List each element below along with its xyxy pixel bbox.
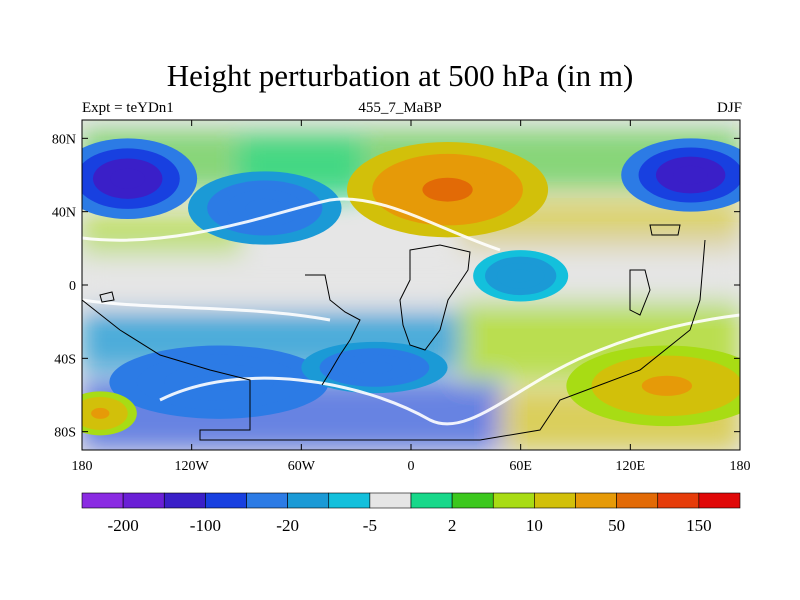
coast-south-america	[305, 274, 361, 386]
colorbar-box	[492, 492, 535, 509]
colorbar-box	[328, 492, 371, 509]
x-tick-label: 180	[72, 459, 93, 474]
axis-ticks: 180 120W 60W 0 60E 120E 180 80N 40N 0 40S 80S	[52, 120, 751, 474]
colorbar-label: -100	[190, 516, 221, 535]
colorbar-box	[122, 492, 165, 509]
y-tick-label: 80S	[54, 426, 76, 441]
colorbar-box	[287, 492, 330, 509]
anomaly-low-2	[621, 138, 740, 212]
x-tick-label: 120E	[616, 459, 646, 474]
coast-antarctica	[82, 239, 706, 441]
anomaly-contour	[110, 168, 146, 189]
experiment-label: Expt = teYDn1	[82, 100, 174, 116]
coastlines	[82, 224, 706, 441]
x-tick-label: 120W	[175, 459, 210, 474]
colorbar-box	[369, 492, 412, 509]
colorbar-box	[246, 492, 288, 509]
coast-africa	[399, 244, 471, 351]
x-tick-label: 0	[408, 459, 415, 474]
colorbar-box	[163, 492, 206, 509]
plot-title: Height perturbation at 500 hPa (in m)	[166, 58, 634, 93]
season-label: DJF	[716, 100, 742, 116]
colorbar-label: -20	[276, 516, 299, 535]
colorbar-box	[451, 492, 494, 509]
x-tick-label: 60W	[288, 459, 316, 474]
x-tick-label: 60E	[509, 459, 532, 474]
colorbar-box	[575, 492, 617, 509]
anomaly-contour	[356, 361, 393, 374]
colorbar-box	[616, 492, 659, 509]
coast-australia	[649, 224, 681, 236]
colorbar-label: 10	[526, 516, 543, 535]
y-tick-label: 80N	[52, 132, 76, 147]
colorbar-box	[410, 492, 453, 509]
anomaly-layer	[82, 138, 740, 436]
colorbar-box	[698, 492, 741, 509]
anomaly-contour	[508, 269, 533, 283]
period-label: 455_7_MaBP	[358, 100, 442, 116]
anomaly-low-0	[82, 138, 198, 219]
y-tick-label: 40N	[52, 206, 76, 221]
anomaly-high-7	[566, 345, 740, 427]
coast-asia	[629, 269, 651, 316]
anomaly-contour	[245, 198, 284, 218]
colorbar-label: 2	[448, 516, 457, 535]
colorbar-box	[81, 492, 124, 509]
zero-contours	[82, 197, 740, 426]
anomaly-contour	[422, 177, 473, 202]
zero-contour-pacific	[82, 298, 331, 322]
colorbar: -200 -100 -20 -5 2 10 50 150	[81, 492, 741, 535]
zero-contour-north	[82, 197, 501, 252]
anomaly-high-8	[82, 391, 137, 436]
colorbar-label: 150	[686, 516, 712, 535]
zero-contour-south	[159, 313, 740, 426]
anomaly-low-4	[473, 250, 569, 302]
colorbar-label: -200	[108, 516, 139, 535]
anomaly-high-3	[347, 142, 549, 238]
x-tick-label: 180	[730, 459, 751, 474]
colorbar-label: -5	[363, 516, 377, 535]
band-tropics	[82, 248, 740, 303]
anomaly-contour	[673, 165, 709, 185]
colorbar-box	[205, 492, 247, 509]
colorbar-label: 50	[608, 516, 625, 535]
anomaly-contour	[91, 407, 110, 419]
colorbar-box	[657, 492, 700, 509]
colorbar-box	[534, 492, 576, 509]
y-tick-label: 0	[69, 279, 76, 294]
anomaly-contour	[641, 375, 693, 396]
coast-small-island	[99, 291, 115, 303]
anomaly-low-6	[301, 341, 448, 394]
anomaly-low-1	[188, 171, 342, 245]
y-tick-label: 40S	[54, 352, 76, 367]
